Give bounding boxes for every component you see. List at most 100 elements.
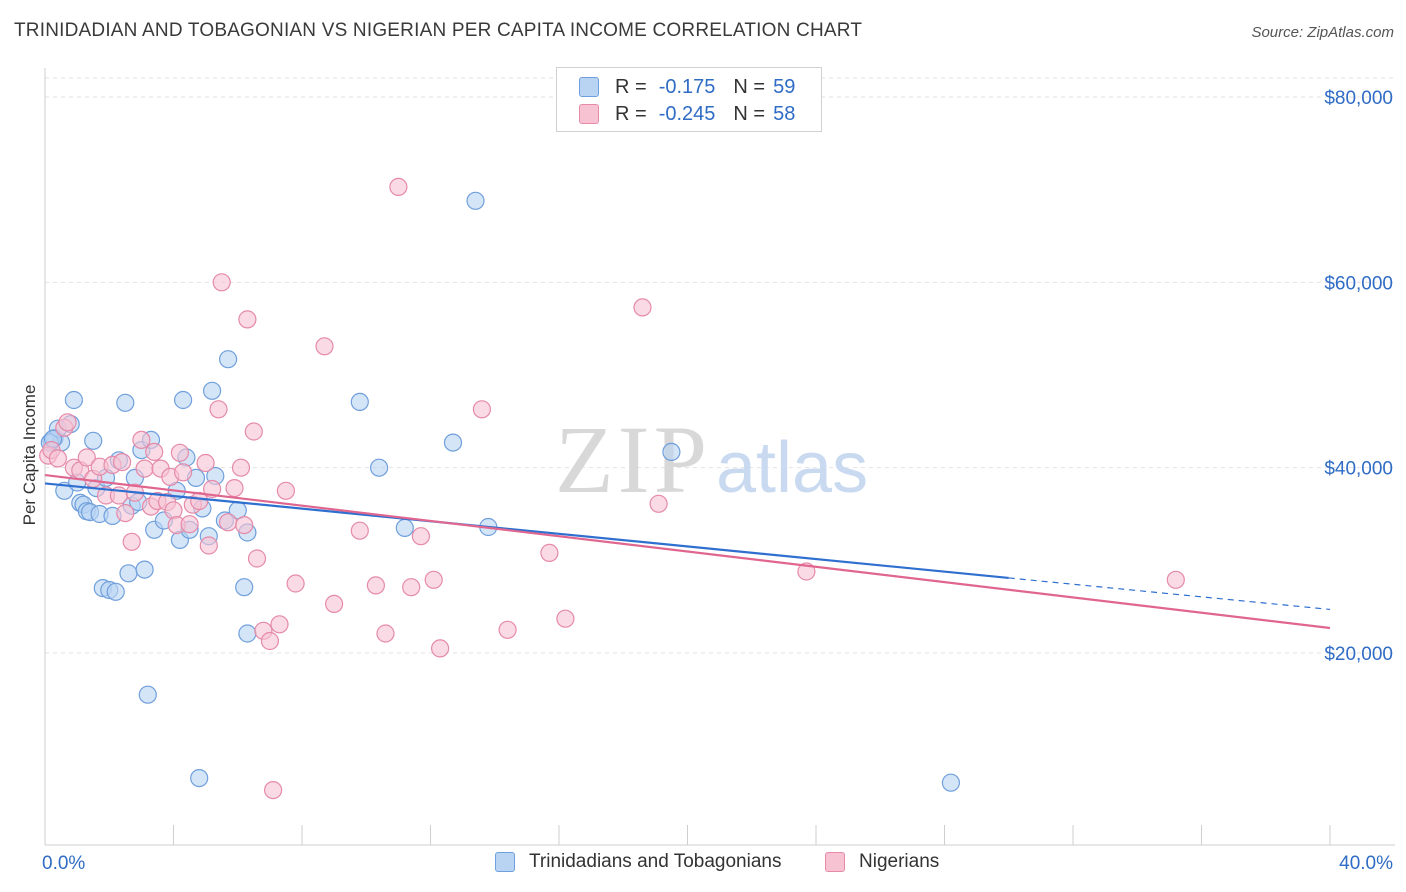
point-trinidadian: [235, 578, 254, 597]
y-tick-label: $80,000: [1324, 88, 1393, 109]
legend-row-nigerian: R = -0.245 N = 58: [579, 100, 795, 128]
trend-line-nigerian: [44, 473, 1331, 630]
point-nigerian: [135, 459, 154, 478]
point-nigerian: [203, 479, 222, 499]
legend-label: Trinidadians and Tobagonians: [529, 851, 782, 872]
point-trinidadian: [443, 433, 463, 452]
point-nigerian: [48, 449, 68, 468]
point-trinidadian: [662, 442, 681, 461]
point-nigerian: [116, 503, 135, 523]
trend-line-trinidadian-extension: [1008, 577, 1331, 611]
point-nigerian: [315, 337, 334, 356]
point-nigerian: [145, 442, 164, 461]
watermark-atlas: atlas: [716, 428, 868, 508]
correlation-legend: R = -0.175 N = 59 R = -0.245 N = 58: [556, 67, 822, 132]
point-nigerian: [132, 430, 151, 449]
point-trinidadian: [174, 390, 193, 410]
point-nigerian: [174, 463, 193, 482]
series-nigerian-points: [39, 177, 1185, 800]
point-trinidadian: [116, 393, 135, 412]
point-nigerian: [366, 576, 385, 595]
point-nigerian: [389, 177, 408, 196]
point-trinidadian: [238, 624, 257, 643]
chart-title: TRINIDADIAN AND TOBAGONIAN VS NIGERIAN P…: [14, 20, 863, 41]
point-trinidadian: [138, 685, 157, 704]
point-nigerian: [498, 620, 517, 639]
point-nigerian: [556, 609, 575, 628]
point-trinidadian: [350, 392, 369, 411]
x-tick-label: 0.0%: [42, 853, 85, 874]
r-label: R =: [615, 102, 647, 125]
x-tick-label: 40.0%: [1339, 853, 1393, 874]
point-nigerian: [212, 273, 231, 292]
point-trinidadian: [941, 773, 961, 792]
point-nigerian: [325, 594, 344, 614]
point-nigerian: [238, 310, 257, 329]
point-nigerian: [164, 501, 183, 520]
x-tick-labels: 0.0% 40.0%: [42, 853, 1393, 874]
axes: [44, 68, 1395, 846]
n-label: N =: [733, 102, 766, 125]
grid-lines: [45, 77, 1395, 654]
point-nigerian: [402, 578, 421, 597]
point-trinidadian: [64, 390, 84, 410]
point-trinidadian: [106, 582, 125, 601]
r-label: R =: [615, 75, 647, 98]
point-nigerian: [264, 780, 283, 800]
point-nigerian: [244, 422, 263, 441]
point-nigerian: [219, 513, 238, 532]
trend-lines: [44, 473, 1331, 630]
point-nigerian: [276, 481, 295, 500]
point-trinidadian: [203, 381, 222, 400]
legend-swatch-pink: [825, 852, 845, 872]
r-value: -0.175: [658, 75, 716, 98]
n-value: 59: [773, 75, 796, 98]
r-value: -0.245: [658, 102, 716, 125]
point-trinidadian: [466, 191, 485, 210]
point-nigerian: [225, 479, 244, 498]
y-tick-labels: $20,000 $40,000 $60,000 $80,000: [1324, 88, 1393, 665]
point-nigerian: [633, 298, 652, 317]
legend-swatch-blue: [579, 77, 599, 97]
point-nigerian: [77, 448, 96, 467]
point-nigerian: [260, 631, 279, 651]
point-nigerian: [170, 443, 189, 462]
point-nigerian: [270, 615, 289, 634]
n-label: N =: [733, 75, 766, 98]
point-nigerian: [431, 639, 450, 658]
point-nigerian: [122, 532, 141, 551]
point-nigerian: [199, 536, 218, 555]
point-nigerian: [540, 543, 559, 563]
point-trinidadian: [395, 518, 414, 538]
y-tick-label: $60,000: [1324, 273, 1393, 294]
point-trinidadian: [219, 350, 238, 369]
legend-item-trinidadian: Trinidadians and Tobagonians: [495, 851, 781, 873]
point-trinidadian: [370, 458, 389, 477]
point-nigerian: [424, 570, 443, 589]
n-value: 58: [773, 102, 796, 125]
y-axis-label: Per Capita Income: [20, 385, 39, 526]
y-tick-label: $20,000: [1324, 644, 1393, 665]
point-nigerian: [231, 458, 251, 477]
watermark: ZIP atlas: [555, 406, 868, 513]
point-nigerian: [112, 453, 132, 472]
legend-row-trinidadian: R = -0.175 N = 59: [579, 73, 795, 101]
point-nigerian: [286, 574, 305, 593]
legend-swatch-pink: [579, 104, 599, 124]
point-trinidadian: [190, 768, 209, 788]
trend-line-trinidadian: [44, 482, 1009, 580]
legend-item-nigerian: Nigerians: [825, 851, 939, 873]
point-nigerian: [472, 400, 491, 419]
series-legend: Trinidadians and Tobagonians Nigerians: [0, 851, 1406, 877]
point-trinidadian: [84, 431, 103, 450]
legend-swatch-blue: [495, 852, 515, 872]
legend-label: Nigerians: [859, 851, 940, 872]
point-nigerian: [411, 527, 430, 546]
source-label: Source: ZipAtlas.com: [1251, 24, 1394, 41]
point-nigerian: [376, 624, 395, 643]
point-trinidadian: [135, 560, 154, 579]
point-nigerian: [649, 494, 668, 513]
y-tick-label: $40,000: [1324, 459, 1393, 480]
point-nigerian: [209, 400, 228, 419]
